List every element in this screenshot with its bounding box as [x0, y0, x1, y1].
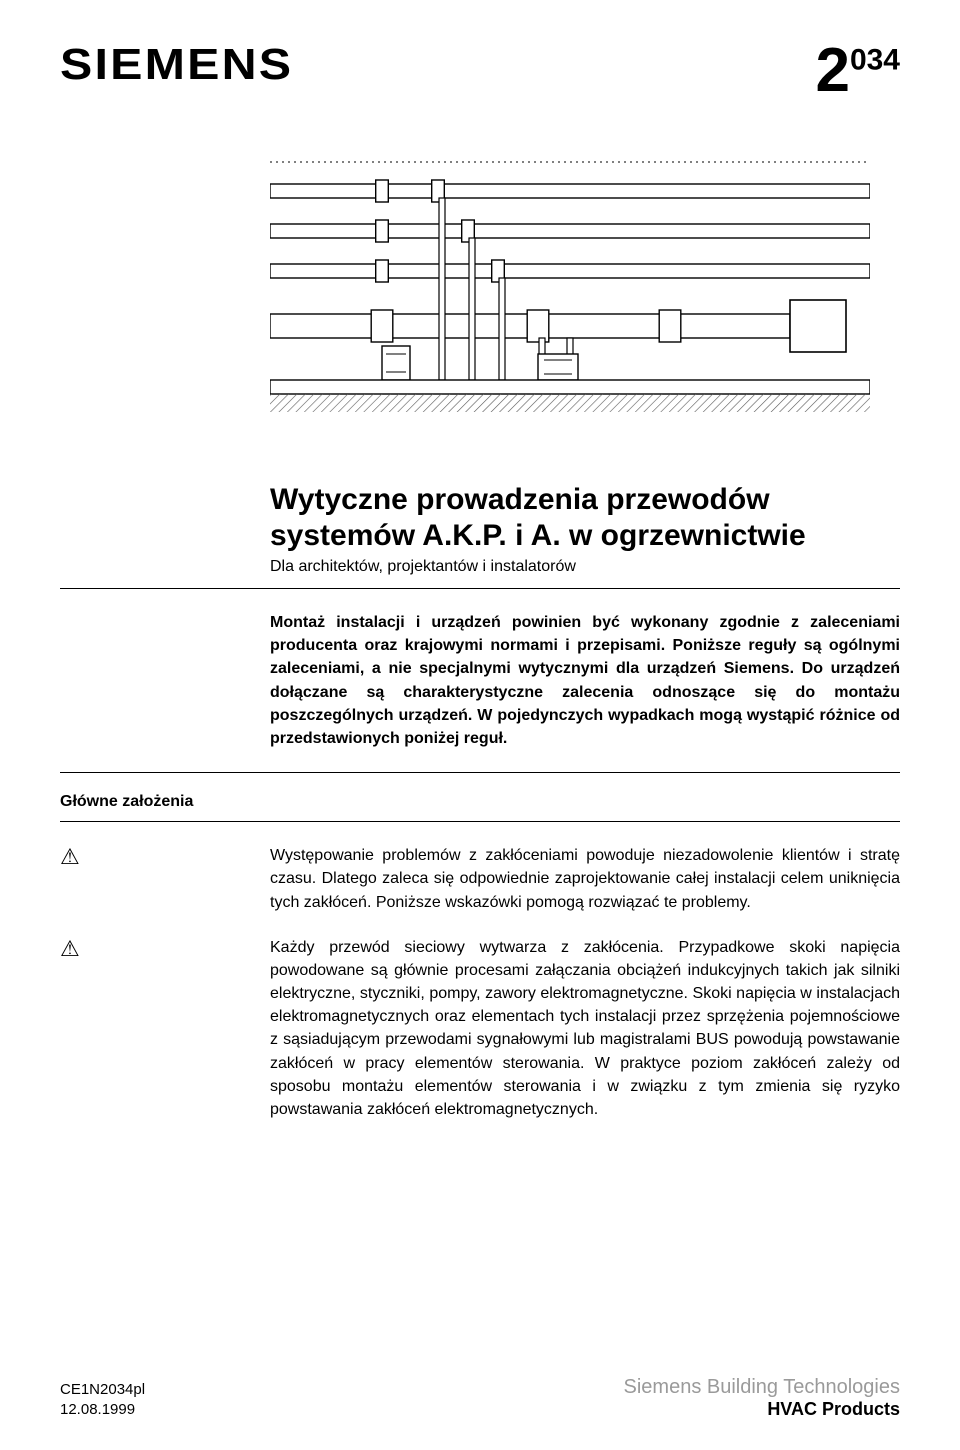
warning-icon: ⚠ — [60, 844, 270, 914]
document-number: 2034 — [815, 40, 900, 102]
title-line-3: w ogrzewnictwie — [569, 519, 806, 552]
body-paragraph: Każdy przewód sieciowy wytwarza z zakłóc… — [270, 936, 900, 1122]
warning-icon: ⚠ — [60, 936, 270, 1122]
page-subtitle: Dla architektów, projektantów i instalat… — [270, 558, 900, 576]
footer-company: Siemens Building Technologies — [624, 1376, 900, 1399]
body-row: ⚠Występowanie problemów z zakłóceniami p… — [60, 844, 900, 914]
title-line-2: systemów A.K.P. i A. — [270, 519, 561, 552]
section-heading: Główne założenia — [60, 793, 900, 811]
title-line-1: Wytyczne prowadzenia przewodów — [270, 483, 770, 516]
footer-date: 12.08.1999 — [60, 1400, 145, 1420]
divider — [60, 772, 900, 773]
brand-logo: SIEMENS — [60, 40, 293, 90]
docnum-minor: 034 — [850, 43, 900, 76]
docnum-major: 2 — [815, 36, 849, 105]
body-paragraph: Występowanie problemów z zakłóceniami po… — [270, 844, 900, 914]
footer-division: HVAC Products — [624, 1399, 900, 1420]
piping-diagram — [270, 132, 900, 442]
body-row: ⚠Każdy przewód sieciowy wytwarza z zakłó… — [60, 936, 900, 1122]
page-title: Wytyczne prowadzenia przewodów systemów … — [270, 482, 900, 554]
footer-doc-code: CE1N2034pl — [60, 1380, 145, 1400]
page-footer: CE1N2034pl 12.08.1999 Siemens Building T… — [60, 1376, 900, 1420]
intro-paragraph: Montaż instalacji i urządzeń powinien by… — [270, 611, 900, 750]
divider — [60, 821, 900, 822]
